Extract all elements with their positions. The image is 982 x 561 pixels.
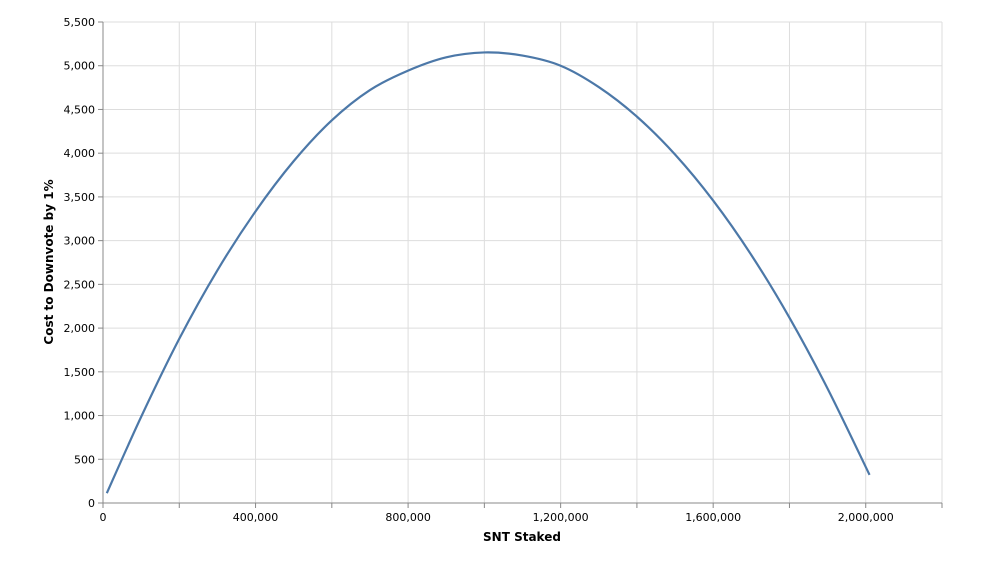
y-tick-label: 2,500 [64, 278, 96, 291]
series-line [105, 51, 871, 494]
y-tick-label: 0 [88, 497, 95, 510]
y-tick-label: 3,000 [64, 235, 96, 248]
y-tick-label: 4,000 [64, 147, 96, 160]
y-tick-label: 1,500 [64, 366, 96, 379]
y-tick-label: 3,500 [64, 191, 96, 204]
series-layer [105, 51, 871, 494]
y-tick-label: 500 [74, 453, 95, 466]
y-tick-label: 1,000 [64, 410, 96, 423]
axes: 0 400,000 800,000 1,200,000 1,600,000 2,000,0… [64, 16, 943, 524]
x-tick-label: 2,000,000 [838, 511, 894, 524]
x-tick-label: 1,200,000 [533, 511, 589, 524]
grid-lines [102, 21, 943, 504]
x-tick-label: 400,000 [233, 511, 279, 524]
y-tick-label: 5,000 [64, 60, 96, 73]
x-tick-label: 800,000 [385, 511, 431, 524]
x-tick-label: 1,600,000 [685, 511, 741, 524]
y-axis-title: Cost to Downvote by 1% [42, 179, 56, 344]
y-tick-label: 4,500 [64, 103, 96, 116]
y-tick-label: 5,500 [64, 16, 96, 29]
x-tick-label: 0 [100, 511, 107, 524]
x-axis-title: SNT Staked [483, 530, 561, 544]
y-tick-label: 2,000 [64, 322, 96, 335]
